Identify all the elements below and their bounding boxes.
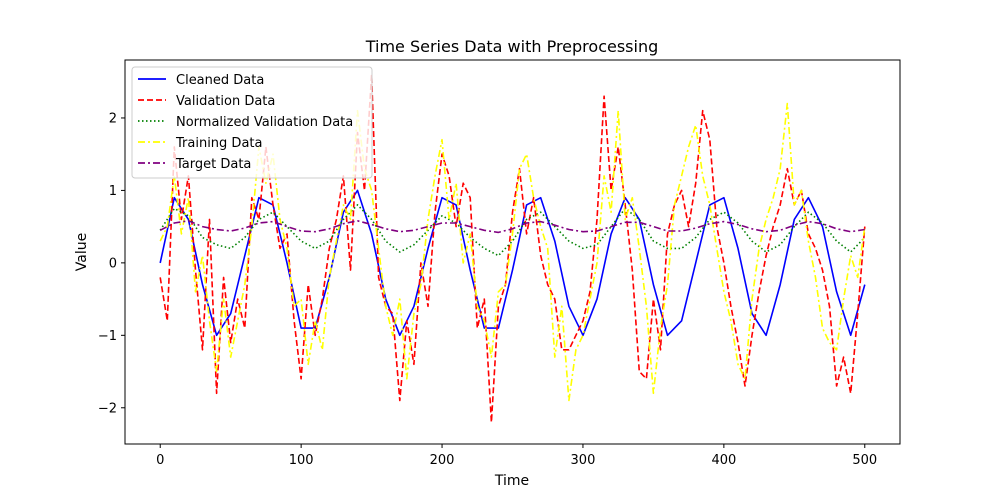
x-tick-label: 100 — [289, 453, 314, 468]
x-tick-label: 400 — [711, 453, 736, 468]
y-axis-label: Value — [74, 233, 90, 271]
x-tick-label: 300 — [571, 453, 596, 468]
y-tick-label: 2 — [109, 111, 117, 126]
y-tick-label: 1 — [109, 184, 117, 199]
series-line-1 — [159, 73, 866, 424]
x-tick-label: 500 — [852, 453, 877, 468]
legend-label: Normalized Validation Data — [176, 115, 353, 130]
y-tick-label: 0 — [109, 256, 117, 271]
y-tick-label: −1 — [98, 329, 117, 344]
y-axis: −2 −1 0 1 2 — [98, 111, 125, 416]
legend-label: Cleaned Data — [176, 73, 264, 88]
legend: Cleaned Data Validation Data Normalized Va… — [131, 66, 373, 179]
legend-box — [131, 66, 373, 179]
y-tick-label: −2 — [98, 401, 117, 416]
series-layer — [159, 73, 866, 424]
legend-label: Validation Data — [176, 94, 275, 109]
legend-label: Training Data — [175, 136, 262, 151]
x-axis-label: Time — [494, 473, 529, 489]
series-line-0 — [159, 189, 866, 337]
series-line-2 — [159, 204, 866, 257]
x-axis: 0 100 200 300 400 500 — [156, 444, 877, 468]
chart-title: Time Series Data with Preprocessing — [365, 37, 659, 56]
series-line-4 — [159, 220, 865, 234]
legend-label: Target Data — [175, 157, 251, 172]
series-line-3 — [159, 102, 866, 402]
x-tick-label: 200 — [430, 453, 455, 468]
x-tick-label: 0 — [156, 453, 164, 468]
plot-frame — [124, 59, 901, 445]
